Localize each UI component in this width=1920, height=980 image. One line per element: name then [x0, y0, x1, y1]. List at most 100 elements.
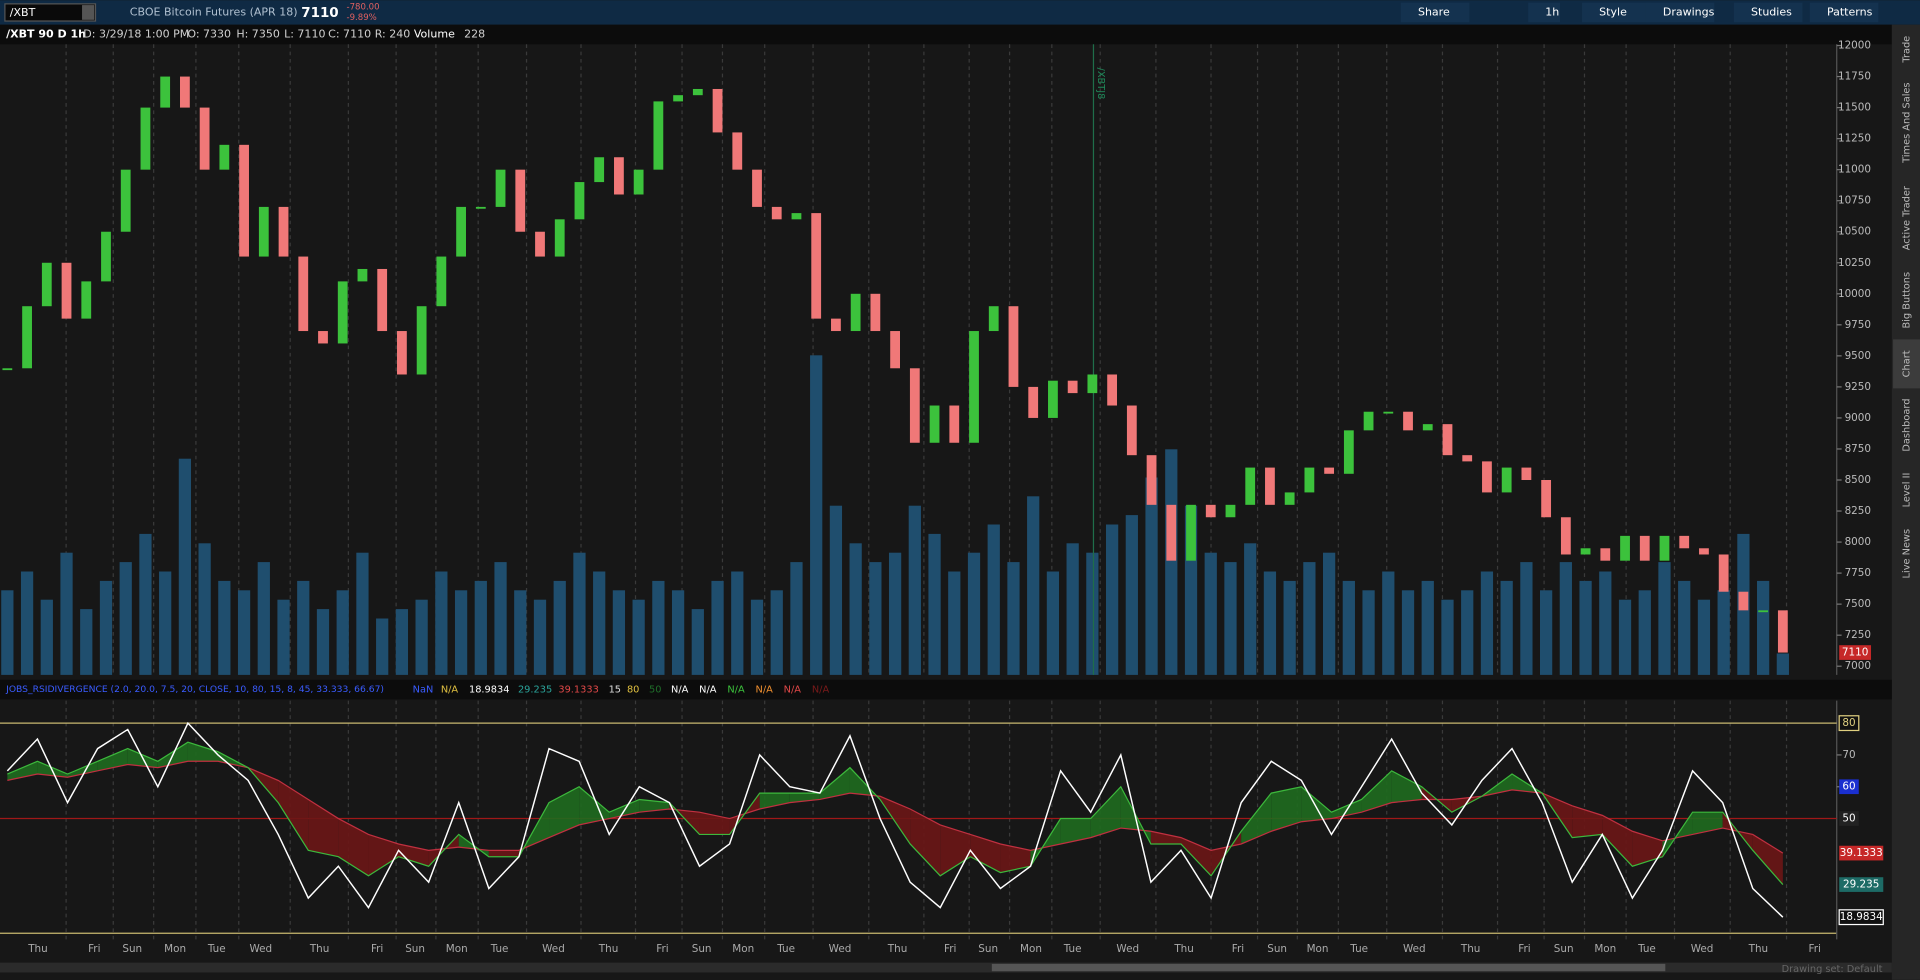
- volume-bar: [1303, 562, 1316, 675]
- toolbar-button-label[interactable]: Patterns: [1827, 5, 1873, 18]
- y-tick-label: 11500: [1838, 102, 1871, 114]
- side-tab[interactable]: Level II: [1902, 473, 1913, 508]
- candle: [219, 144, 230, 170]
- volume-bar: [612, 590, 626, 675]
- toolbar-button-label[interactable]: Style: [1599, 5, 1627, 18]
- y-tick-label: 11750: [1838, 71, 1871, 83]
- toolbar-button-label[interactable]: Studies: [1751, 5, 1792, 18]
- symbol-box[interactable]: [4, 3, 97, 22]
- volume-bar: [1579, 580, 1592, 675]
- cloud-segment: [1241, 793, 1272, 844]
- study-readout: N/A: [784, 685, 802, 696]
- volume-bar: [1283, 580, 1296, 675]
- x-tick-label: Thu: [309, 943, 330, 955]
- candle: [1462, 455, 1473, 462]
- x-tick-label: Wed: [1691, 943, 1714, 955]
- candle: [949, 405, 960, 443]
- scrollbar-thumb[interactable]: [991, 963, 1666, 972]
- y-tick-label: 11000: [1838, 164, 1871, 176]
- side-tab[interactable]: Trade: [1902, 36, 1913, 64]
- volume-bar: [987, 524, 1000, 675]
- symbol[interactable]: /XBT: [10, 6, 36, 19]
- candle: [1600, 548, 1611, 561]
- toolbar-button-label[interactable]: Share: [1418, 5, 1450, 18]
- candle: [1343, 430, 1354, 474]
- side-tab[interactable]: Times And Sales: [1902, 82, 1913, 163]
- y-tick-label: 10250: [1838, 257, 1871, 269]
- candle: [2, 368, 13, 371]
- volume-bar: [1599, 571, 1612, 675]
- x-tick-label: Wed: [1116, 943, 1139, 955]
- footer: Drawing set: Default: [1782, 964, 1883, 975]
- toolbar-button-label[interactable]: Drawings: [1663, 5, 1715, 18]
- study-readout: NaN: [413, 685, 434, 696]
- candle: [1580, 548, 1591, 555]
- volume-bar: [1086, 552, 1099, 675]
- toolbar-button[interactable]: [1645, 2, 1715, 23]
- volume-bar: [1204, 552, 1217, 675]
- candle: [988, 306, 999, 332]
- cloud-segment: [1301, 786, 1332, 822]
- volume-bar: [1224, 562, 1237, 675]
- toolbar-button-label[interactable]: 1h: [1545, 5, 1559, 18]
- toolbar-button[interactable]: [1400, 2, 1470, 23]
- side-tab[interactable]: Dashboard: [1902, 399, 1913, 452]
- volume-bar: [1540, 590, 1553, 675]
- volume-bar: [1105, 524, 1119, 675]
- scrollbar[interactable]: [0, 962, 1892, 973]
- bar-range: R: 240: [375, 27, 411, 40]
- cloud-segment: [1752, 834, 1783, 885]
- y-tick-label: 10000: [1838, 288, 1871, 300]
- y-tick-label: 8500: [1845, 474, 1871, 486]
- cloud-segment: [940, 824, 971, 876]
- candle: [456, 206, 466, 257]
- candle: [397, 331, 407, 375]
- volume-bar: [316, 609, 330, 675]
- y-tick-label: 10500: [1838, 226, 1871, 238]
- toolbar-button[interactable]: [1733, 2, 1803, 23]
- volume-bar: [494, 562, 507, 675]
- side-tab[interactable]: Big Buttons: [1902, 272, 1913, 329]
- volume-bar: [691, 609, 704, 675]
- x-tick-label: Fri: [88, 943, 100, 955]
- study-tick-label: 50: [1842, 813, 1855, 825]
- x-tick-label: Thu: [1748, 943, 1769, 955]
- cloud-segment: [488, 850, 519, 857]
- candle: [1659, 535, 1670, 561]
- x-tick-label: Mon: [732, 943, 754, 955]
- candle: [22, 306, 32, 369]
- value-label: 18.9834: [1840, 911, 1883, 923]
- volume-bar: [1066, 543, 1079, 675]
- candle: [771, 206, 782, 220]
- candle: [1324, 467, 1335, 474]
- x-tick-label: Wed: [249, 943, 272, 955]
- candle: [120, 169, 131, 232]
- volume-bar: [474, 580, 487, 675]
- fast-line: [7, 741, 1784, 885]
- level-box: [1838, 715, 1860, 732]
- toolbar-button[interactable]: [1809, 2, 1879, 23]
- volume-bar: [573, 552, 586, 675]
- side-tab[interactable]: Active Trader: [1902, 185, 1913, 250]
- candle: [1126, 405, 1137, 456]
- x-tick-label: Sun: [978, 943, 998, 955]
- side-tab[interactable]: Chart: [1902, 350, 1913, 377]
- candle: [61, 262, 72, 319]
- toolbar-button[interactable]: [1582, 2, 1651, 23]
- cloud-segment: [970, 834, 1001, 873]
- volume-bar: [60, 552, 73, 675]
- symbol-dropdown[interactable]: [82, 5, 95, 20]
- toolbar-button[interactable]: [1528, 2, 1560, 23]
- x-tick-label: Sun: [122, 943, 142, 955]
- side-tab[interactable]: Live News: [1902, 529, 1913, 579]
- active-tab: [1893, 339, 1920, 389]
- volume-bar: [1244, 543, 1257, 675]
- candle: [732, 132, 743, 170]
- volume-bar: [1342, 580, 1355, 675]
- volume-bar: [711, 580, 724, 675]
- study-header: [0, 679, 1892, 700]
- cloud-segment: [639, 799, 670, 813]
- candle: [140, 107, 151, 170]
- candle: [475, 206, 486, 209]
